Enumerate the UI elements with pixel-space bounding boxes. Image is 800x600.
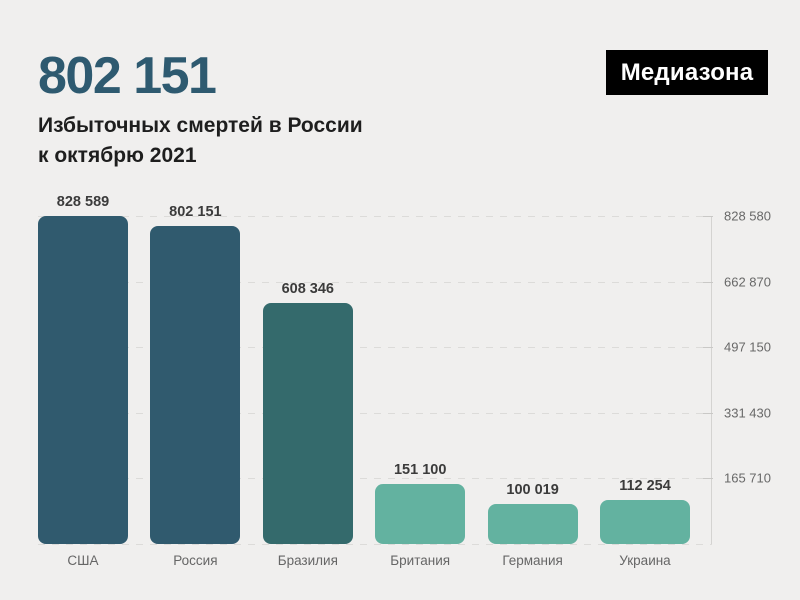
x-axis-label-2: Россия	[173, 553, 218, 568]
bar-chart: 165 710 331 430 497 150 662 870 828 580 828 5…	[38, 194, 771, 568]
y-axis-tick	[703, 281, 713, 283]
mediazona-logo: Медиазона	[606, 50, 768, 95]
subtitle-line-1: Избыточных смертей в России	[38, 114, 363, 137]
y-axis-line	[711, 216, 712, 544]
bar-value-label-2: 802 151	[169, 204, 222, 221]
y-axis-label: 165 710	[724, 470, 771, 486]
bar-value-label-1: 828 589	[56, 194, 110, 210]
bar-3	[262, 303, 353, 544]
bar-value-label-5: 100 019	[506, 482, 559, 499]
headline-number: 802 151	[38, 47, 217, 105]
gridline	[38, 281, 712, 283]
x-axis-label-4: Британия	[390, 553, 451, 568]
bar-2	[150, 226, 241, 544]
y-axis-tick	[703, 347, 713, 349]
chart-subtitle: Избыточных смертей в России к октябрю 20…	[38, 111, 363, 171]
gridline	[38, 216, 712, 217]
x-axis-label-1: США	[67, 553, 99, 568]
y-axis-tick	[703, 478, 713, 480]
y-axis-tick	[703, 216, 713, 217]
bar-value-label-3: 608 346	[281, 281, 334, 298]
y-axis-label: 828 580	[724, 208, 771, 224]
subtitle-line-2: к октябрю 2021	[38, 144, 197, 167]
bar-value-label-4: 151 100	[393, 462, 447, 479]
bar-1	[38, 216, 128, 544]
logo-text: Медиазона	[620, 58, 754, 86]
gridline	[38, 544, 712, 545]
x-axis-label-3: Бразилия	[277, 553, 338, 568]
y-axis-label: 331 430	[724, 405, 771, 421]
gridline	[38, 412, 712, 414]
x-axis-label-6: Украина	[619, 553, 671, 568]
bar-5	[487, 504, 578, 544]
y-axis-label: 497 150	[724, 339, 771, 355]
y-axis-label: 662 870	[724, 274, 771, 290]
y-axis-tick	[703, 412, 713, 414]
gridline	[38, 478, 712, 480]
bar-4	[375, 484, 466, 544]
bar-value-label-6: 112 254	[619, 477, 671, 494]
bar-6	[600, 499, 690, 544]
x-axis-label-5: Германия	[502, 553, 563, 568]
gridline	[38, 347, 712, 349]
